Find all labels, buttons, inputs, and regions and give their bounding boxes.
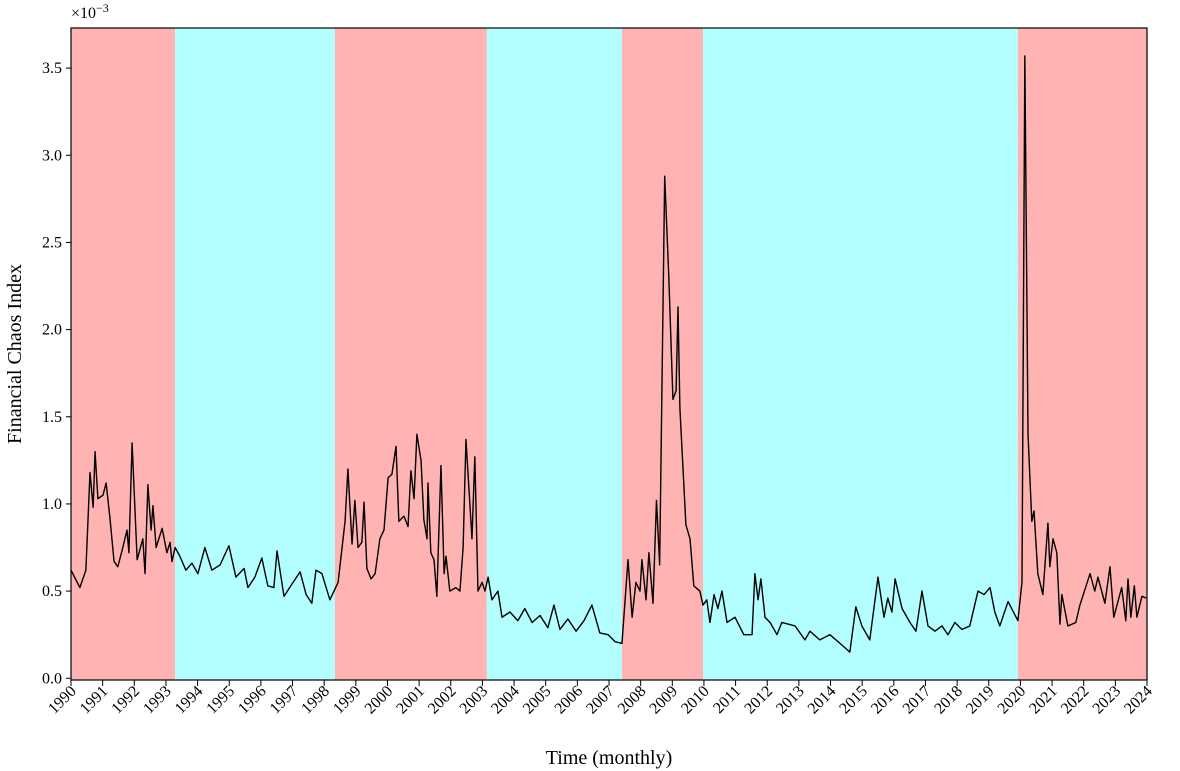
x-tick-label: 2022 bbox=[1058, 683, 1093, 718]
x-tick-label: 2001 bbox=[393, 683, 428, 718]
multiplier-exponent: −3 bbox=[96, 1, 109, 15]
x-tick-label: 2014 bbox=[805, 683, 840, 718]
x-tick-label: 2024 bbox=[1121, 683, 1156, 718]
x-tick-label: 2019 bbox=[963, 683, 998, 718]
x-tick-label: 2002 bbox=[425, 683, 460, 718]
y-tick-label: 0.0 bbox=[42, 670, 62, 687]
x-tick-label: 2003 bbox=[457, 683, 492, 718]
x-tick-label: 2021 bbox=[1026, 683, 1061, 718]
x-tick-label: 1996 bbox=[235, 683, 270, 718]
x-tick-label: 1992 bbox=[108, 683, 143, 718]
x-tick-label: 2023 bbox=[1090, 683, 1125, 718]
x-tick-label: 2007 bbox=[583, 683, 618, 718]
x-tick-label: 2018 bbox=[931, 683, 966, 718]
x-tick-label: 2010 bbox=[678, 683, 713, 718]
data-line bbox=[70, 55, 1147, 653]
x-tick-label: 1990 bbox=[45, 683, 80, 718]
x-tick-label: 2011 bbox=[710, 683, 744, 717]
y-multiplier: ×10−3 bbox=[71, 1, 109, 22]
x-tick-label: 1993 bbox=[140, 683, 175, 718]
y-tick-label: 2.0 bbox=[42, 322, 62, 339]
y-tick-label: 1.0 bbox=[42, 496, 62, 513]
x-tick-label: 2012 bbox=[741, 683, 776, 718]
x-axis-label: Time (monthly) bbox=[546, 747, 673, 769]
y-tick-label: 0.5 bbox=[42, 583, 62, 600]
regime-band bbox=[71, 28, 176, 680]
x-tick-label: 1995 bbox=[203, 683, 238, 718]
regime-band bbox=[175, 28, 335, 680]
x-tick-label: 1991 bbox=[77, 683, 112, 718]
y-tick-label: 1.5 bbox=[42, 409, 62, 426]
x-tick-label: 2006 bbox=[552, 683, 587, 718]
x-tick-label: 1998 bbox=[298, 683, 333, 718]
x-tick-label: 2000 bbox=[362, 683, 397, 718]
x-tick-label: 1999 bbox=[330, 683, 365, 718]
y-tick-label: 3.5 bbox=[42, 60, 62, 77]
multiplier-base: ×10 bbox=[71, 5, 96, 22]
x-tick-label: 1997 bbox=[267, 683, 302, 718]
x-tick-label: 2015 bbox=[836, 683, 871, 718]
y-tick-label: 3.0 bbox=[42, 147, 62, 164]
x-tick-label: 2005 bbox=[520, 683, 555, 718]
x-tick-label: 2013 bbox=[773, 683, 808, 718]
regime-band bbox=[486, 28, 622, 680]
x-tick-label: 2016 bbox=[868, 683, 903, 718]
y-axis-label: Financial Chaos Index bbox=[4, 264, 26, 444]
regime-band bbox=[1017, 28, 1147, 680]
x-tick-label: 1994 bbox=[172, 683, 207, 718]
x-tick-label: 2017 bbox=[900, 683, 935, 718]
x-tick-label: 2004 bbox=[488, 683, 523, 718]
x-tick-label: 2009 bbox=[646, 683, 681, 718]
x-tick-label: 2008 bbox=[615, 683, 650, 718]
regime-band bbox=[702, 28, 1018, 680]
regime-band bbox=[334, 28, 487, 680]
y-tick-label: 2.5 bbox=[42, 234, 62, 251]
x-tick-label: 2020 bbox=[995, 683, 1030, 718]
